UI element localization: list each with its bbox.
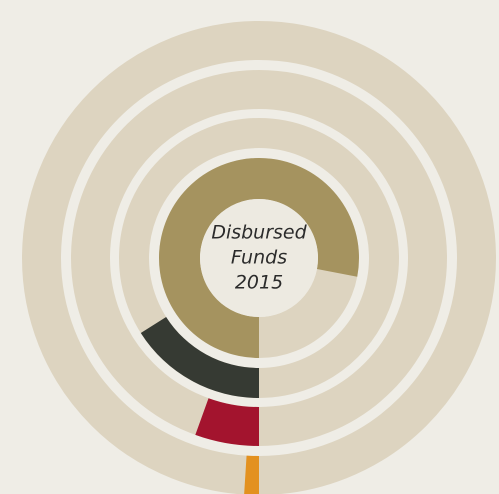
center-title-line: Disbursed xyxy=(211,222,307,244)
radial-bar xyxy=(195,398,259,446)
radial-bar xyxy=(244,455,259,494)
rings xyxy=(22,21,496,494)
center-title-line: Funds xyxy=(231,247,287,269)
radial-bar xyxy=(159,157,360,358)
radial-bar xyxy=(140,316,259,398)
center-title-line: 2015 xyxy=(235,272,283,294)
center-circle xyxy=(200,199,318,317)
